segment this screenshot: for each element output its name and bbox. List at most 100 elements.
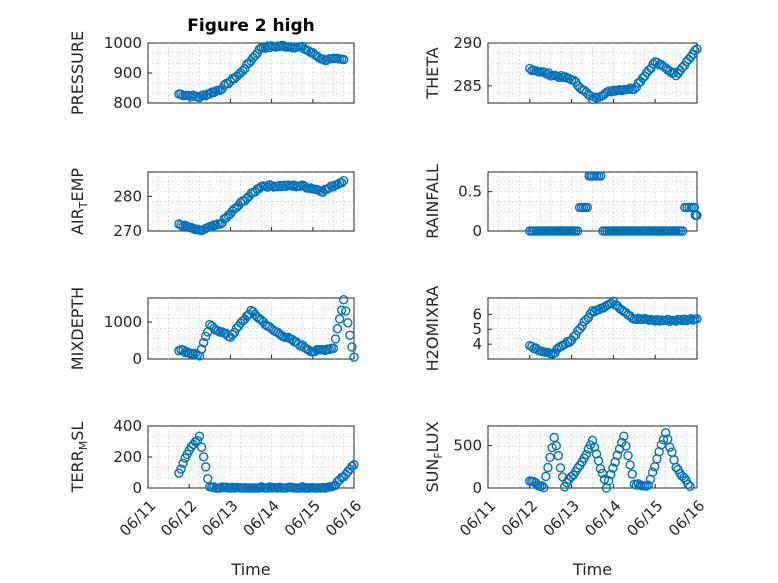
y-axis-label: PRESSURE [68, 31, 87, 115]
y-axis-label: H2OMIXRA [423, 286, 442, 372]
data-point [320, 345, 330, 356]
data-point [200, 462, 211, 472]
data-point [196, 442, 207, 452]
y-tick-label: 200 [113, 448, 142, 466]
data-point [339, 294, 349, 305]
panel-theta: 285 290 THETA [423, 34, 702, 105]
data-point [599, 474, 610, 485]
panel-h2omixra: 456 H2OMIXRA [423, 286, 702, 372]
data-point [314, 52, 324, 63]
data-point [339, 175, 349, 186]
series-markers [174, 294, 359, 362]
y-tick-label: 400 [113, 417, 142, 435]
data-point [575, 323, 585, 334]
data-point [665, 442, 675, 452]
data-point [643, 480, 653, 490]
y-tick-label: 280 [113, 187, 142, 205]
data-point [217, 327, 227, 337]
data-point [341, 306, 351, 316]
data-point [553, 450, 564, 461]
series-markers [174, 175, 349, 236]
data-point [551, 441, 561, 451]
data-point [539, 482, 549, 493]
data-point [196, 344, 207, 354]
data-point [646, 63, 656, 74]
panel-rainfall: 0 0.5 RAINFALL [423, 164, 702, 240]
data-point [547, 442, 557, 453]
data-point [692, 210, 702, 220]
data-point [227, 329, 238, 340]
data-point [619, 431, 629, 441]
data-point [582, 202, 592, 213]
data-point [328, 343, 339, 354]
data-point [336, 305, 347, 315]
data-point [656, 440, 666, 450]
axes-frame [147, 425, 355, 489]
data-point [581, 449, 591, 460]
y-axis-label: TERRMSL [68, 422, 90, 494]
data-point [683, 479, 693, 489]
data-point [627, 469, 637, 479]
data-point [198, 337, 209, 348]
data-point [339, 54, 349, 65]
y-tick-label: 4 [472, 335, 482, 353]
data-point [541, 471, 551, 482]
y-axis-label: THETA [423, 47, 442, 99]
y-tick-label: 900 [113, 64, 142, 82]
data-point [608, 463, 618, 473]
data-point [665, 66, 675, 76]
data-point [345, 330, 355, 340]
series-markers [525, 296, 702, 359]
data-point [606, 469, 616, 480]
data-point [349, 460, 359, 470]
data-point [612, 450, 623, 460]
panel-air_temp: 270 280 AIRTEMP [68, 168, 355, 240]
x-axis-label: Time [230, 560, 270, 579]
data-point [176, 220, 186, 230]
data-point [647, 467, 658, 477]
data-point [330, 334, 341, 344]
y-tick-label: 6 [472, 305, 482, 323]
data-point [621, 441, 631, 451]
data-point [692, 44, 702, 54]
series-markers [174, 431, 359, 493]
series-markers [525, 44, 702, 105]
data-point [677, 226, 688, 236]
y-tick-label: 0 [472, 222, 482, 240]
y-axis-label: RAINFALL [423, 164, 442, 239]
data-point [347, 461, 357, 471]
data-point [677, 315, 688, 326]
data-point [334, 314, 345, 324]
y-axis-label: MIXDEPTH [68, 287, 87, 370]
data-point [577, 321, 587, 331]
data-point [198, 452, 209, 462]
data-point [238, 66, 248, 76]
data-point [589, 442, 600, 452]
data-point [343, 318, 353, 328]
series-markers [525, 171, 702, 236]
data-point [679, 472, 689, 483]
data-point [685, 481, 695, 492]
data-point [623, 450, 633, 461]
y-tick-label: 290 [453, 34, 482, 52]
data-point [178, 458, 188, 469]
data-point [692, 314, 702, 324]
data-point [671, 316, 681, 326]
data-point [660, 428, 671, 438]
data-point [606, 87, 617, 97]
y-tick-label: 0.5 [458, 183, 482, 201]
data-point [194, 431, 205, 441]
data-point [549, 432, 559, 443]
y-tick-label: 0 [132, 350, 142, 368]
data-point [625, 83, 635, 93]
y-tick-label: 285 [453, 77, 482, 95]
data-point [572, 463, 583, 473]
data-point [587, 94, 598, 105]
data-point [596, 171, 606, 181]
data-point [629, 84, 639, 94]
y-tick-label: 500 [453, 437, 482, 455]
data-point [200, 331, 211, 342]
y-tick-label: 5 [472, 320, 482, 338]
data-point [347, 342, 357, 352]
